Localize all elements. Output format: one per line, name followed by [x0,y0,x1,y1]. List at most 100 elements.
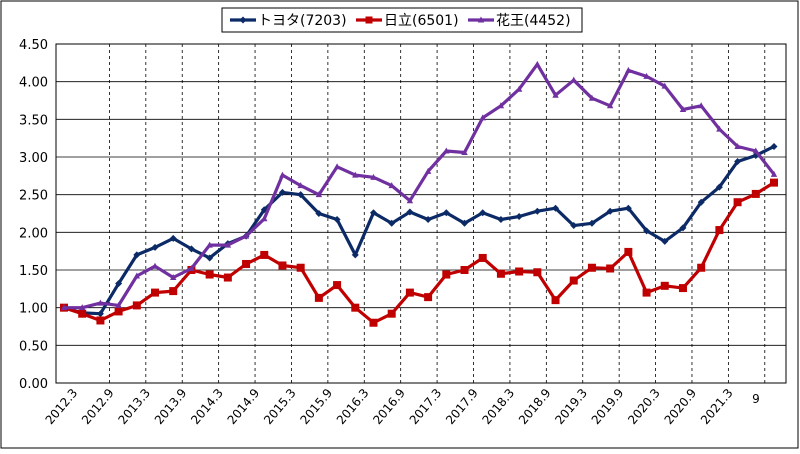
data-point [151,243,159,251]
data-point [351,303,360,312]
data-point [315,210,323,217]
data-point [534,60,541,67]
legend-label: 日立(6501) [384,13,459,29]
data-point [515,213,523,221]
series-1 [60,178,778,327]
y-tick-label: 2.50 [19,189,48,204]
data-point [660,281,669,290]
data-point [424,167,432,174]
data-point [533,268,542,277]
data-point [97,299,104,306]
y-tick-label: 1.50 [19,264,48,279]
data-point [114,307,123,316]
data-point [661,237,669,245]
data-point [770,178,778,187]
data-point [205,270,214,279]
data-point [770,142,778,150]
data-point [151,262,159,269]
data-point [734,158,742,166]
data-point [242,259,251,268]
series-line [64,62,776,310]
legend-label: 花王(4452) [496,13,571,29]
data-point [406,197,414,204]
data-point [461,148,468,155]
data-point [206,254,214,262]
data-point [279,171,286,178]
data-point [333,281,342,290]
data-point [642,288,651,297]
data-point [297,182,304,189]
data-point [552,91,559,98]
y-tick-label: 1.00 [19,302,48,317]
data-point [424,293,433,302]
data-point [351,251,359,259]
data-point [79,304,86,311]
data-point [388,182,395,189]
data-point [333,163,341,170]
data-point [388,219,396,227]
data-point [569,276,578,285]
data-point [678,284,687,293]
data-point [479,114,486,121]
data-point [479,209,487,217]
data-point [715,226,724,235]
data-point [187,245,195,253]
data-point [551,296,560,305]
data-point [570,222,578,230]
data-point [679,106,687,113]
data-point [606,207,614,215]
legend-marker [239,16,247,24]
y-tick-label: 4.00 [19,76,48,91]
data-point [424,216,432,224]
y-tick-label: 3.00 [19,151,48,166]
data-point [460,266,469,274]
data-point [206,241,213,248]
data-point [624,204,632,212]
data-point [606,102,614,109]
data-point [697,102,705,109]
series-line [63,181,775,325]
data-point [60,304,68,311]
data-point [697,198,705,206]
legend-marker [365,16,373,24]
data-point [552,204,560,212]
data-point [169,234,177,242]
legend-label: トヨタ(7203) [258,13,347,29]
data-point [315,191,323,198]
legend-marker [477,16,485,23]
data-point [170,274,177,281]
data-point [497,102,505,109]
data-point [188,264,195,271]
data-point [751,189,760,198]
data-point [478,253,487,262]
data-point [169,287,178,296]
data-point [497,216,505,224]
y-axis: 0.00 0.50 1.00 1.50 2.00 2.50 3.00 3.50 4.00 4.50 [19,38,48,392]
data-point [588,94,596,101]
legend-box [221,7,583,33]
legend: トヨタ(7203) 日立(6501) 花王(4452) [221,7,583,33]
data-point [133,272,141,279]
data-point [405,288,414,297]
data-point [223,273,232,282]
data-point [716,125,723,132]
data-point [588,219,596,227]
data-point [679,224,687,232]
data-point [96,316,105,325]
y-tick-label: 3.50 [19,113,48,128]
data-point [261,215,268,222]
y-tick-label: 4.50 [19,38,48,53]
data-point [224,241,232,248]
data-point [296,263,305,272]
grid-lines [56,44,786,383]
data-point [260,250,269,259]
data-point [96,310,104,318]
data-point [515,85,523,92]
data-point [570,76,577,83]
data-point [443,147,450,154]
data-point [406,208,414,216]
series-layer [60,60,778,327]
data-point [115,280,123,288]
